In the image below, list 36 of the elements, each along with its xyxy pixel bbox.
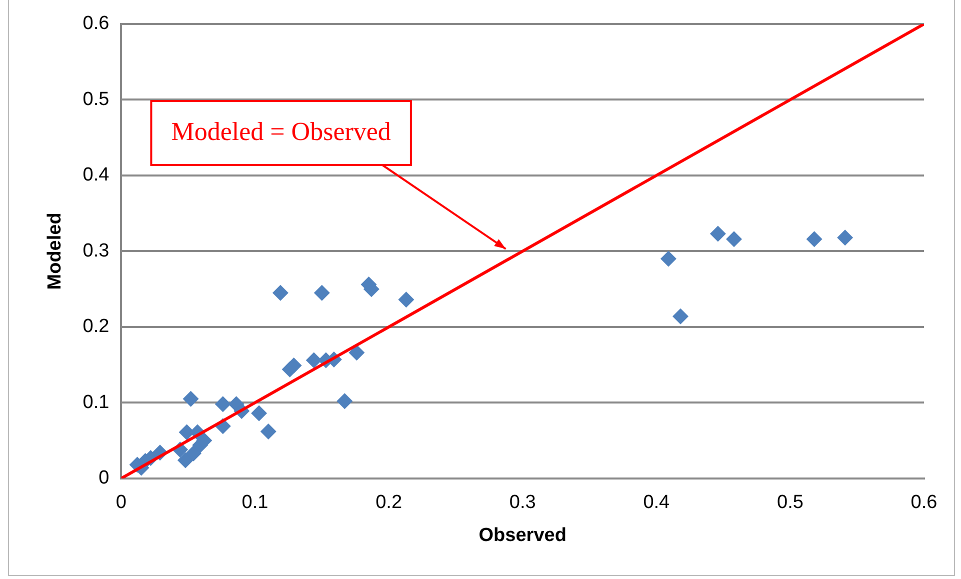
point bbox=[306, 352, 322, 368]
point bbox=[272, 284, 288, 301]
point bbox=[837, 230, 854, 246]
point bbox=[726, 231, 742, 248]
point bbox=[348, 344, 365, 361]
y-tick-label: 0.3 bbox=[82, 240, 110, 262]
y-tick-label: 0.4 bbox=[82, 164, 110, 186]
x-tick-label: 0.2 bbox=[376, 492, 402, 514]
point bbox=[314, 284, 330, 301]
x-tick-label: 0.4 bbox=[643, 492, 670, 514]
y-tick-label: 0.5 bbox=[82, 88, 110, 110]
point bbox=[286, 358, 302, 374]
x-tick-label: 0.1 bbox=[242, 492, 268, 514]
point bbox=[806, 231, 822, 248]
point bbox=[672, 308, 688, 324]
point bbox=[182, 390, 199, 407]
annotation: Modeled = Observed bbox=[171, 116, 391, 146]
x-tick-label: 0.3 bbox=[509, 492, 536, 514]
point bbox=[177, 452, 194, 468]
point bbox=[336, 393, 353, 410]
point bbox=[185, 445, 202, 462]
point bbox=[251, 405, 268, 422]
point bbox=[710, 226, 726, 242]
y-tick-label: 0.6 bbox=[82, 13, 110, 34]
point bbox=[398, 292, 414, 308]
x-tick-label: 0 bbox=[116, 492, 126, 514]
y-tick-label: 0.1 bbox=[82, 392, 110, 413]
point bbox=[214, 396, 231, 412]
x-tick-label: 0.5 bbox=[776, 492, 804, 514]
y-axis-title: Modeled bbox=[44, 212, 66, 290]
point bbox=[260, 423, 276, 440]
x-axis-title: Observed bbox=[478, 524, 566, 546]
x-tick-label: 0.6 bbox=[910, 492, 938, 514]
point bbox=[660, 250, 676, 267]
y-tick-label: 0 bbox=[98, 468, 110, 489]
y-tick-label: 0.2 bbox=[82, 316, 110, 338]
